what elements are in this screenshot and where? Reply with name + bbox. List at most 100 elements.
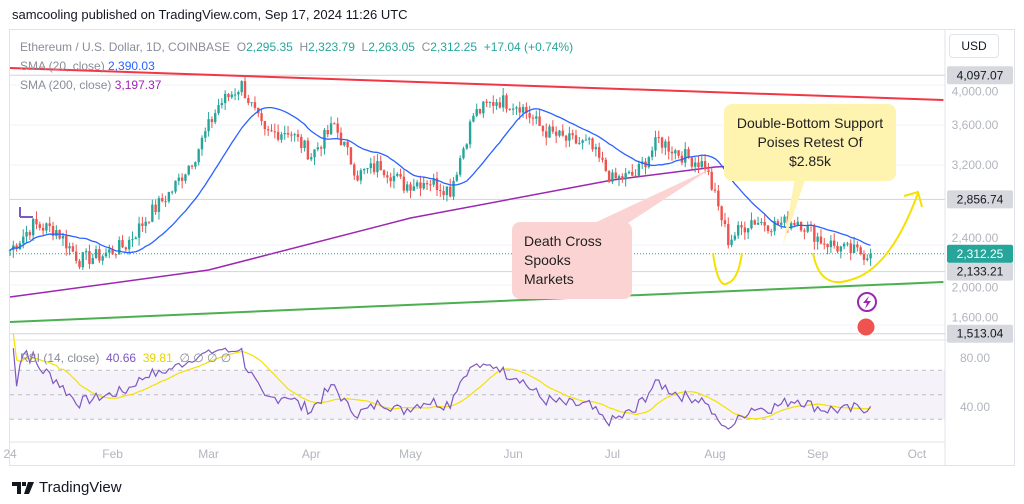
currency-button[interactable]: USD [949,34,999,58]
candle-body [866,258,869,260]
candle-body [621,176,624,180]
price-label-badge [947,262,1013,281]
price-label: 1,513.04 [957,327,1004,341]
rsi-label[interactable]: RSI (14, close) [20,351,100,365]
candle-body [690,157,694,167]
us-flag-event-icon [856,317,876,337]
x-tick-label: May [399,447,422,461]
candle-body [68,246,71,249]
sma200-label[interactable]: SMA (200, close) [20,78,112,92]
candle-body [343,141,346,146]
candle-body [597,147,601,158]
candle-body [803,230,806,232]
candle-body [276,131,280,140]
candle-body [84,251,88,253]
candle-body [465,144,468,149]
y-tick-label: 2,000.00 [952,281,999,295]
candle-body [604,159,607,171]
candle-body [730,239,733,246]
candle-body [449,186,452,197]
price-label: 4,097.07 [957,68,1004,82]
candle-body [8,250,12,252]
candle-body [124,247,128,250]
candle-body [687,149,690,158]
candle-body [227,93,230,98]
candle-body [31,218,35,236]
candle-body [664,141,667,148]
candle-body [204,131,207,138]
candle-body [806,224,809,232]
candle-body [452,180,455,197]
sma20-label[interactable]: SMA (20, close) [20,59,105,73]
candle-body [329,123,333,135]
candle-body [28,232,32,236]
price-label-badge [947,190,1013,209]
candle-body [396,173,399,176]
candle-body [511,108,515,110]
candle-body [167,191,171,202]
candle-body [607,170,611,182]
candle-body [220,103,224,106]
candle-body [336,123,339,133]
candle-body [303,140,306,149]
high-label: H [299,40,309,54]
candle-body [548,126,551,138]
candle-body [826,243,829,248]
candle-body [164,201,167,203]
tradingview-logo[interactable]: TradingView [12,479,122,496]
candle-body [733,235,737,240]
candle-body [773,221,776,232]
candle-body [743,227,747,233]
candle-body [45,223,48,231]
candle-body [707,169,710,172]
candle-body [369,163,372,169]
candle-body [674,150,677,154]
candle-body [776,221,780,225]
candle-body [346,141,349,148]
candle-body [412,186,416,191]
candle-body [859,247,862,255]
candle-body [525,106,528,114]
candle-body [366,168,369,170]
price-label-badge [947,324,1013,343]
candle-body [194,162,197,167]
candle-body [425,183,429,185]
candle-body [101,256,104,261]
candle-body [584,139,588,141]
candle-body [535,116,538,119]
candle-body [323,130,326,149]
candle-body [280,134,283,140]
candle-body [508,108,512,110]
candle-body [91,258,94,264]
candle-body [333,123,336,125]
candle-body [88,251,91,264]
candle-body [554,131,558,136]
candle-body [700,161,703,168]
symbol-title[interactable]: Ethereum / U.S. Dollar, 1D, COINBASE [20,40,231,54]
candle-body [495,102,498,106]
candle-body [273,131,276,133]
rsi-ma-line [12,333,871,420]
x-tick-label: Jul [605,447,620,461]
open-label: O [236,40,247,54]
candle-body [482,101,485,114]
candle-body [247,98,250,103]
chart-frame[interactable] [9,29,1015,466]
candle-body [223,93,227,104]
candle-body [429,184,432,186]
candle-body [710,171,713,190]
candle-body [836,245,839,252]
candle-body [634,175,637,177]
candle-body [574,135,578,144]
candle-body [614,172,617,179]
candle-body [852,244,856,253]
candle-body [78,260,81,268]
candle-body [505,95,508,109]
candle-body [326,130,329,135]
candle-body [670,151,674,154]
candle-body [813,225,816,242]
candle-body [551,126,555,132]
y-tick-label: 3,600.00 [952,118,999,132]
price-label: 2,856.74 [957,192,1004,206]
